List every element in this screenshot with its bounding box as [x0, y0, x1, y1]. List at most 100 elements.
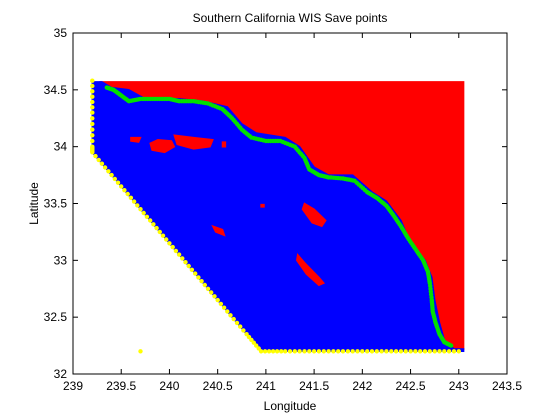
boundary-point: [270, 349, 276, 354]
land-region-6: [296, 252, 326, 287]
x-tick-label: 243: [449, 379, 469, 393]
boundary-point: [90, 121, 95, 127]
boundary-point: [393, 349, 399, 354]
save_points-point: [203, 100, 208, 106]
land-region-7: [211, 224, 226, 237]
save_points-point: [404, 233, 409, 238]
boundary-point: [307, 349, 312, 354]
save_points-point: [238, 125, 243, 130]
save_points-point: [228, 114, 233, 119]
save_points-point: [164, 96, 170, 102]
save_points-point: [150, 96, 155, 102]
boundary-point: [119, 184, 124, 189]
boundary-point: [360, 349, 365, 354]
y-tick-label: 33: [54, 253, 68, 267]
boundary-point: [266, 349, 272, 354]
y-tick-label: 34.5: [44, 83, 68, 97]
boundary-point: [326, 349, 331, 354]
land-region-8: [260, 203, 265, 208]
boundary-point: [437, 349, 442, 354]
boundary-point: [209, 290, 214, 295]
boundary-point: [321, 349, 326, 354]
land-region-2: [149, 139, 176, 154]
y-tick-label: 32: [54, 367, 68, 381]
boundary-point: [408, 349, 413, 354]
boundary-point: [151, 222, 156, 227]
boundary-point: [90, 110, 95, 115]
save_points-point: [300, 153, 306, 159]
boundary-point: [90, 94, 95, 99]
boundary-point: [241, 328, 246, 333]
boundary-point: [138, 349, 143, 354]
boundary-point: [193, 271, 198, 276]
boundary-point: [336, 349, 341, 354]
boundary-point: [90, 138, 95, 144]
save_points-point: [275, 138, 281, 144]
boundary-point: [125, 191, 130, 197]
save_points-point: [338, 176, 343, 181]
boundary-point: [244, 332, 249, 337]
boundary-point: [297, 349, 302, 354]
boundary-point: [199, 279, 204, 284]
boundary-point: [196, 275, 201, 280]
x-tick-label: 242.5: [396, 379, 426, 393]
boundary-point: [215, 297, 220, 303]
boundary-point: [379, 349, 384, 354]
x-tick-label: 241: [256, 379, 276, 393]
x-tick-label: 239: [63, 379, 83, 393]
save_points-point: [397, 222, 402, 227]
boundary-point: [311, 349, 317, 354]
boundary-point: [122, 188, 127, 193]
boundary-point: [274, 349, 280, 354]
boundary-point: [456, 349, 461, 354]
boundary-point: [205, 286, 211, 291]
y-tick-label: 34: [54, 140, 68, 154]
y-tick-label: 35: [54, 26, 68, 40]
boundary-point: [302, 349, 307, 354]
save_points-point: [261, 138, 266, 143]
boundary-point: [90, 78, 95, 83]
boundary-point: [221, 305, 227, 310]
boundary-point: [389, 349, 394, 354]
axis-ticks: 239 239.5 240 240.5 241 241.5 242 242.5 243 243.5…: [44, 26, 523, 393]
save_points-point: [136, 97, 141, 102]
save_points-point: [429, 295, 434, 300]
boundary-point: [369, 349, 375, 354]
boundary-point: [99, 161, 105, 166]
boundary-point: [93, 153, 98, 159]
boundary-point: [345, 349, 351, 354]
land-region-4: [130, 136, 142, 143]
boundary-point: [141, 210, 146, 216]
y-tick-label: 33.5: [44, 197, 68, 211]
boundary-point: [374, 349, 379, 354]
boundary-point: [157, 229, 162, 235]
boundary-point: [340, 349, 346, 354]
boundary-point: [418, 349, 423, 354]
boundary-point: [90, 83, 95, 89]
save_points-point: [424, 267, 430, 272]
boundary-point: [316, 349, 322, 354]
boundary-point: [292, 349, 297, 354]
save_points-point: [175, 98, 180, 104]
boundary-point: [350, 349, 355, 354]
boundary-point: [234, 320, 240, 326]
boundary-point: [90, 149, 95, 154]
save_points-point: [324, 174, 330, 180]
boundary-point: [262, 349, 268, 354]
boundary-point: [427, 349, 432, 354]
boundary-point: [173, 248, 179, 254]
boundary-point: [398, 349, 404, 354]
boundary-point: [167, 241, 172, 246]
boundary-point: [258, 349, 264, 354]
boundary-point: [148, 218, 153, 223]
boundary-point: [422, 349, 428, 354]
save_points-point: [411, 244, 417, 250]
boundary-point: [403, 349, 408, 354]
boundary-point: [451, 349, 457, 354]
boundary-point: [90, 116, 95, 121]
y-tick-label: 32.5: [44, 310, 68, 324]
save_points-point: [382, 202, 387, 207]
boundary-point: [96, 157, 101, 163]
save_points-point: [290, 143, 295, 148]
boundary-point: [279, 349, 284, 354]
